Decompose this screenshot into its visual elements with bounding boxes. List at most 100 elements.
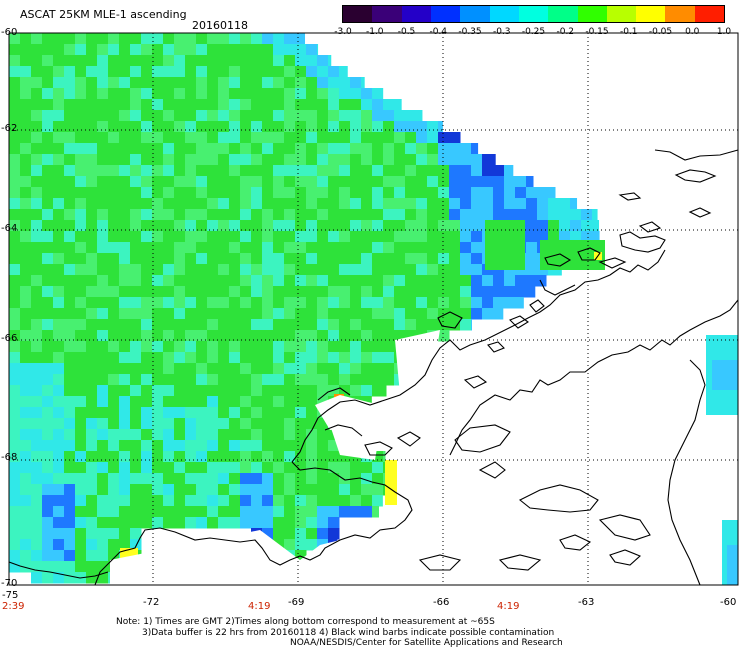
- wind-cell: [152, 418, 164, 430]
- wind-cell: [273, 99, 285, 111]
- wind-cell: [119, 308, 131, 320]
- wind-cell: [383, 110, 395, 122]
- wind-cell: [75, 396, 87, 408]
- wind-cell: [559, 198, 571, 210]
- colorbar-label-1: -1.0: [365, 27, 384, 37]
- coastline: [559, 534, 592, 551]
- wind-cell: [64, 132, 76, 144]
- wind-cell: [53, 143, 65, 155]
- wind-cell: [119, 330, 131, 342]
- wind-cell: [174, 297, 186, 309]
- wind-cell: [119, 451, 131, 463]
- wind-cell: [449, 264, 461, 276]
- wind-cell: [361, 165, 373, 177]
- wind-cell: [64, 517, 76, 529]
- wind-cell: [108, 385, 120, 397]
- wind-cell: [185, 66, 197, 78]
- wind-cell: [97, 55, 109, 67]
- wind-cell: [42, 374, 54, 386]
- wind-cell: [537, 187, 549, 199]
- wind-cell: [86, 385, 98, 397]
- wind-cell: [317, 44, 319, 56]
- wind-cell: [174, 88, 186, 100]
- wind-cell: [64, 308, 76, 320]
- wind-cell: [262, 286, 274, 298]
- wind-cell: [174, 44, 186, 56]
- wind-cell: [31, 539, 43, 551]
- wind-cell: [207, 506, 219, 518]
- wind-cell: [207, 154, 219, 166]
- wind-cell: [20, 66, 32, 78]
- wind-cell: [328, 253, 340, 265]
- wind-cell: [328, 198, 340, 210]
- wind-cell: [108, 330, 120, 342]
- wind-cell: [328, 55, 332, 67]
- wind-cell: [273, 264, 285, 276]
- wind-cell: [218, 473, 230, 485]
- wind-cell: [218, 143, 230, 155]
- wind-cell: [372, 231, 384, 243]
- wind-cell: [141, 242, 153, 254]
- wind-cell: [218, 121, 230, 133]
- wind-cell: [339, 143, 351, 155]
- wind-cell: [119, 242, 131, 254]
- wind-cell: [196, 308, 208, 320]
- wind-cell: [97, 385, 109, 397]
- wind-cell: [53, 319, 65, 331]
- wind-cell: [372, 176, 384, 188]
- wind-cell: [86, 121, 98, 133]
- wind-cell: [229, 242, 241, 254]
- wind-cell: [163, 429, 175, 441]
- wind-cell: [284, 231, 296, 243]
- wind-cell: [229, 209, 241, 221]
- wind-cell: [262, 264, 274, 276]
- wind-cell: [218, 484, 230, 496]
- wind-cell: [229, 396, 241, 408]
- wind-cell: [229, 220, 241, 232]
- wind-cell: [317, 517, 329, 529]
- wind-cell: [317, 187, 329, 199]
- wind-cell: [152, 88, 164, 100]
- wind-cell: [526, 253, 538, 265]
- wind-cell: [53, 99, 65, 111]
- wind-cell: [97, 220, 109, 232]
- wind-cell: [97, 550, 109, 562]
- wind-cell: [130, 33, 142, 45]
- wind-cell: [317, 88, 329, 100]
- wind-cell: [42, 99, 54, 111]
- wind-cell: [141, 154, 153, 166]
- wind-cell: [42, 231, 54, 243]
- wind-cell: [163, 341, 175, 353]
- wind-cell: [295, 396, 307, 408]
- wind-cell: [20, 55, 32, 67]
- wind-cell: [284, 440, 296, 452]
- wind-cell: [548, 187, 556, 199]
- wind-cell: [416, 286, 428, 298]
- wind-cell: [196, 176, 208, 188]
- wind-cell: [284, 110, 296, 122]
- wind-cell: [438, 286, 450, 298]
- wind-cell: [229, 374, 241, 386]
- wind-cell: [20, 242, 32, 254]
- wind-cell: [251, 88, 263, 100]
- wind-cell: [31, 77, 43, 89]
- wind-cell: [284, 407, 296, 419]
- wind-cell: [240, 495, 252, 507]
- colorbar-label-11: 0.0: [685, 27, 700, 37]
- wind-cell: [295, 539, 307, 551]
- lon-label-75: -75: [2, 590, 19, 601]
- wind-cell: [152, 308, 164, 320]
- wind-cell: [218, 506, 230, 518]
- wind-cell: [295, 66, 307, 78]
- colorbar-swatch-2: [401, 6, 431, 22]
- wind-cell: [383, 220, 395, 232]
- wind-cell: [350, 165, 362, 177]
- wind-cell: [53, 275, 65, 287]
- wind-cell: [471, 154, 483, 166]
- wind-cell: [427, 308, 439, 320]
- colorbar-label-9: -0.1: [619, 27, 638, 37]
- wind-cell: [141, 484, 153, 496]
- wind-cell: [449, 286, 461, 298]
- wind-cell: [438, 308, 450, 320]
- wind-cell: [86, 264, 98, 276]
